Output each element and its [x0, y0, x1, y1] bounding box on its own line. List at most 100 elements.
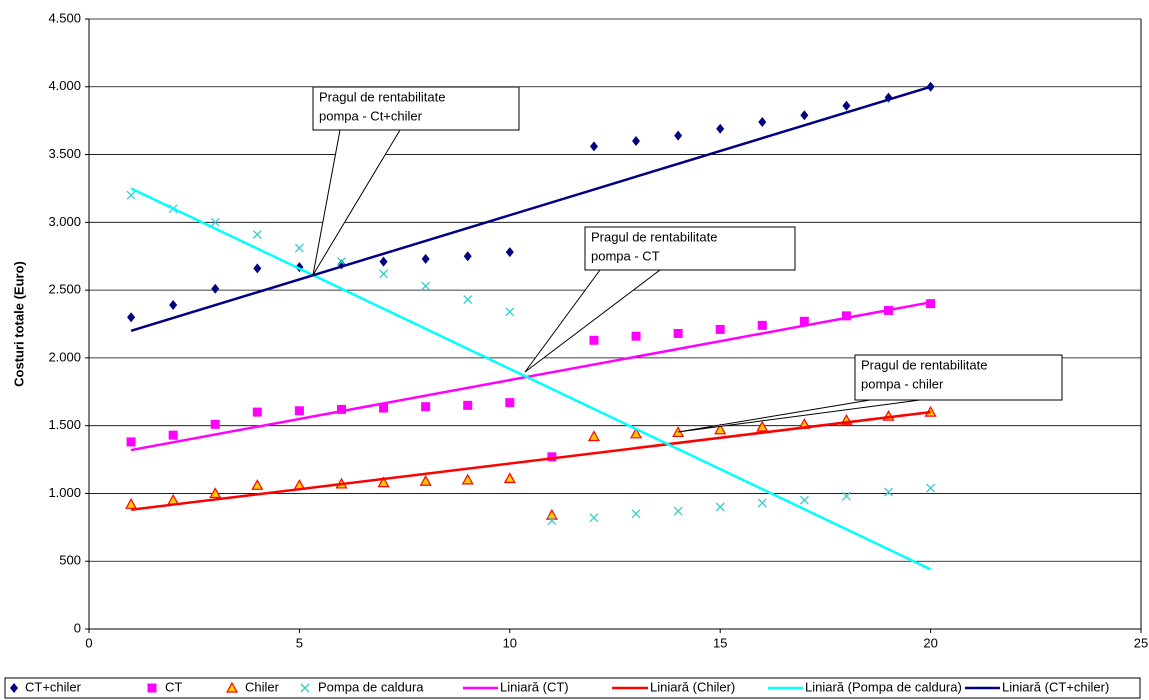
- point: [756, 420, 769, 432]
- point: [589, 141, 598, 152]
- y-tick-label: 3.000: [48, 214, 81, 229]
- point: [463, 400, 473, 410]
- point: [377, 476, 390, 488]
- x-tick-label: 0: [85, 635, 92, 650]
- callout-text: Pragul de rentabilitate: [319, 89, 445, 104]
- y-tick-label: 2.000: [48, 349, 81, 364]
- point: [632, 136, 641, 146]
- legend-marker: [225, 681, 239, 693]
- point: [757, 498, 767, 508]
- point: [210, 217, 220, 227]
- point: [211, 283, 220, 294]
- point: [336, 404, 346, 414]
- point: [589, 335, 599, 345]
- callout-box: [312, 86, 520, 131]
- callout-pointer: [312, 129, 401, 276]
- callout-box: [584, 226, 796, 271]
- legend-label: Liniară (CT+chiler): [1002, 679, 1109, 694]
- point: [421, 253, 430, 264]
- x-tick-label: 20: [923, 635, 937, 650]
- legend-marker: [147, 683, 157, 693]
- x-tick-label: 25: [1134, 635, 1148, 650]
- point: [253, 263, 262, 274]
- point: [505, 247, 514, 258]
- legend-label: Pompa de caldura: [318, 679, 424, 694]
- point: [209, 487, 222, 499]
- point: [587, 430, 600, 442]
- point: [505, 398, 515, 408]
- point: [379, 256, 388, 267]
- point: [379, 403, 389, 413]
- trend-line: [130, 85, 931, 332]
- legend-marker: [300, 683, 310, 693]
- point: [674, 130, 683, 141]
- y-tick-label: 3.500: [48, 146, 81, 161]
- point: [463, 251, 472, 262]
- callout-pointer: [524, 269, 661, 373]
- point: [673, 506, 683, 516]
- point: [884, 487, 893, 497]
- x-tick-label: 10: [503, 635, 517, 650]
- point: [168, 430, 178, 440]
- point: [167, 493, 180, 505]
- y-tick-label: 0: [74, 620, 81, 635]
- legend-label: Chiler: [245, 679, 280, 694]
- point: [337, 257, 346, 267]
- point: [503, 472, 516, 484]
- point: [421, 402, 431, 412]
- legend-marker: [10, 683, 18, 693]
- point: [545, 508, 558, 520]
- point: [547, 452, 557, 462]
- y-tick-label: 4.000: [48, 78, 81, 93]
- point: [799, 495, 809, 505]
- point: [841, 311, 851, 321]
- trend-line: [130, 301, 931, 452]
- point: [800, 110, 809, 121]
- point: [714, 423, 727, 435]
- point: [252, 407, 262, 417]
- y-tick-label: 4.500: [48, 10, 81, 25]
- callout-text: pompa - Ct+chiler: [319, 108, 423, 123]
- legend-label: Liniară (Chiler): [650, 679, 735, 694]
- point: [421, 281, 431, 291]
- callout-box: [854, 354, 1063, 401]
- point: [251, 479, 264, 490]
- point: [547, 516, 557, 526]
- point: [505, 307, 515, 317]
- point: [842, 100, 851, 111]
- point: [715, 502, 725, 512]
- trend-line: [130, 187, 932, 571]
- point: [716, 123, 725, 134]
- trend-line: [130, 410, 931, 511]
- legend-label: Liniară (CT): [500, 679, 569, 694]
- legend-label: Liniară (Pompa de caldura): [805, 679, 962, 694]
- point: [758, 117, 767, 128]
- x-tick-label: 15: [713, 635, 727, 650]
- legend-label: CT: [165, 679, 182, 694]
- point: [252, 230, 262, 239]
- point: [630, 427, 643, 439]
- y-tick-label: 500: [59, 553, 81, 568]
- point: [125, 498, 138, 509]
- point: [127, 312, 136, 323]
- callout-text: pompa - CT: [591, 248, 660, 263]
- point: [463, 295, 473, 305]
- point: [757, 320, 767, 330]
- point: [419, 475, 432, 486]
- point: [126, 190, 136, 200]
- y-tick-label: 1.500: [48, 417, 81, 432]
- legend: [4, 677, 1141, 699]
- legend-label: CT+chiler: [25, 679, 82, 694]
- point: [926, 483, 936, 493]
- point: [294, 243, 304, 253]
- point: [294, 406, 304, 416]
- point: [926, 299, 936, 309]
- point: [126, 437, 136, 447]
- callout-pointer: [677, 399, 921, 433]
- y-axis-label: Costuri totale (Euro): [11, 261, 26, 387]
- x-tick-label: 5: [296, 635, 303, 650]
- point: [169, 300, 178, 311]
- point: [461, 473, 474, 485]
- callout-text: pompa - chiler: [861, 376, 944, 391]
